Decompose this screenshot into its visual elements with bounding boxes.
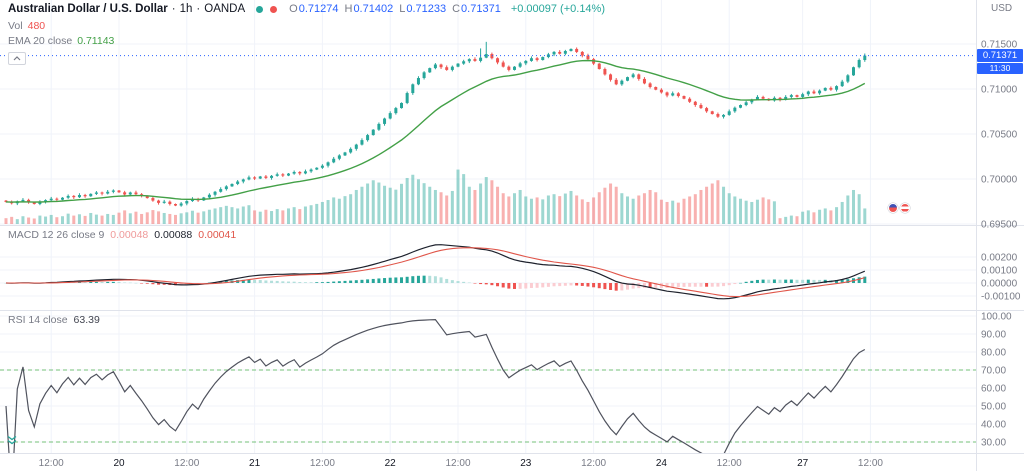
svg-text:0.70500: 0.70500 [981, 130, 1018, 141]
time-axis-background [0, 454, 976, 471]
price-axis-background [976, 0, 1024, 471]
ohlc-values: O 0.71274 H 0.71402 L 0.71233 C 0.71371 [289, 3, 501, 15]
close-value: 0.71371 [461, 3, 501, 15]
economic-event-icon[interactable] [888, 203, 898, 213]
low-value: 0.71233 [406, 3, 447, 15]
svg-text:-0.00100: -0.00100 [981, 292, 1021, 303]
svg-text:20: 20 [113, 458, 125, 469]
time-axis[interactable] [0, 454, 1024, 471]
svg-text:12:00: 12:00 [310, 458, 335, 469]
ema-line [5, 59, 866, 203]
interval-label[interactable]: 1h [179, 3, 193, 15]
symbol-title[interactable]: Australian Dollar / U.S. Dollar [8, 3, 168, 15]
svg-text:60.00: 60.00 [981, 384, 1006, 395]
status-dot-teal-icon [256, 5, 264, 13]
svg-text:21: 21 [249, 458, 261, 469]
open-value: 0.71274 [298, 3, 339, 15]
macd-label[interactable]: MACD 12 26 close 9 [8, 229, 105, 241]
svg-text:50.00: 50.00 [981, 402, 1006, 413]
gridlines [0, 0, 976, 453]
exchange-label[interactable]: OANDA [204, 3, 246, 15]
svg-text:0.71000: 0.71000 [981, 85, 1018, 96]
status-dot-red-icon [270, 5, 278, 13]
volume-bars [4, 169, 867, 224]
ema-value: 0.71143 [77, 35, 115, 47]
symbol-legend: Australian Dollar / U.S. Dollar · 1h · O… [8, 3, 605, 15]
svg-text:12:00: 12:00 [717, 458, 742, 469]
svg-text:80.00: 80.00 [981, 348, 1006, 359]
svg-text:0.69500: 0.69500 [981, 220, 1018, 231]
svg-text:0.00000: 0.00000 [981, 279, 1018, 290]
macd-line-value: 0.00088 [154, 229, 193, 241]
ema-legend: EMA 20 close 0.71143 [8, 35, 114, 47]
pane-collapse-button[interactable] [6, 432, 18, 450]
main-pane[interactable] [0, 41, 976, 224]
currency-label: USD [991, 3, 1013, 14]
macd-hist-value: 0.00048 [110, 229, 149, 241]
change-value: +0.00097 (+0.14%) [510, 3, 605, 15]
ema-label[interactable]: EMA 20 close [8, 35, 73, 47]
svg-text:27: 27 [797, 458, 809, 469]
macd-line [5, 244, 866, 300]
macd-pane[interactable] [4, 244, 867, 300]
macd-legend: MACD 12 26 close 9 0.00048 0.00088 0.000… [8, 229, 236, 241]
rsi-value: 63.39 [73, 314, 100, 326]
bar-countdown-badge: 11:30 [977, 63, 1023, 74]
volume-label[interactable]: Vol [8, 20, 23, 32]
svg-text:0.00100: 0.00100 [981, 266, 1018, 277]
macd-signal-value: 0.00041 [198, 229, 237, 241]
svg-text:12:00: 12:00 [174, 458, 199, 469]
svg-text:22: 22 [385, 458, 397, 469]
svg-text:0.00200: 0.00200 [981, 253, 1018, 264]
svg-text:12:00: 12:00 [581, 458, 606, 469]
volume-legend: Vol 480 [8, 20, 45, 32]
svg-text:30.00: 30.00 [981, 438, 1006, 449]
double-chevron-down-icon [7, 435, 17, 445]
svg-text:12:00: 12:00 [858, 458, 883, 469]
svg-text:40.00: 40.00 [981, 420, 1006, 431]
svg-text:0.70000: 0.70000 [981, 175, 1018, 186]
svg-text:12:00: 12:00 [445, 458, 470, 469]
high-value: 0.71402 [353, 3, 394, 15]
rsi-pane[interactable] [0, 318, 976, 471]
economic-event-markers[interactable] [888, 203, 910, 213]
svg-text:100.00: 100.00 [981, 312, 1012, 323]
volume-value: 480 [27, 20, 46, 32]
macd-signal-line [6, 247, 865, 298]
rsi-legend: RSI 14 close 63.39 [8, 314, 100, 326]
last-price-badge: 0.71371 [977, 49, 1023, 62]
svg-text:24: 24 [656, 458, 668, 469]
svg-text:70.00: 70.00 [981, 366, 1006, 377]
svg-text:23: 23 [520, 458, 532, 469]
svg-text:90.00: 90.00 [981, 330, 1006, 341]
legend-collapse-button[interactable] [8, 52, 26, 65]
svg-text:12:00: 12:00 [39, 458, 64, 469]
rsi-label[interactable]: RSI 14 close [8, 314, 68, 326]
svg-text:0.71500: 0.71500 [981, 40, 1018, 51]
candles [4, 41, 867, 207]
chevron-up-icon [13, 56, 21, 61]
rsi-line [5, 318, 866, 453]
economic-event-icon[interactable] [900, 203, 910, 213]
